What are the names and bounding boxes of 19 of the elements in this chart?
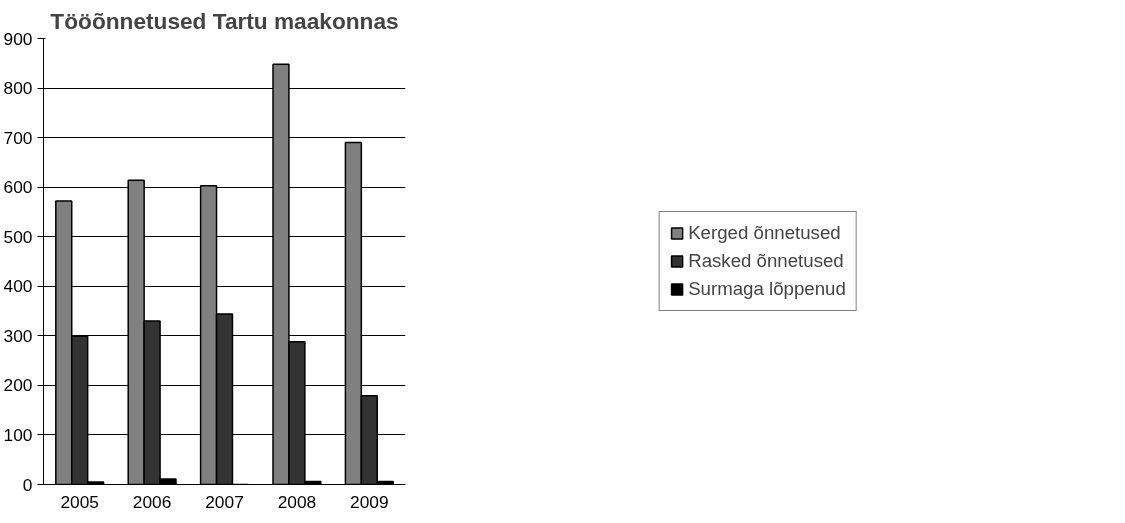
y-tick-label: 200 <box>3 375 33 396</box>
y-tick-label: 0 <box>22 474 33 495</box>
y-tick-label: 500 <box>3 226 33 247</box>
legend-label: Kerged õnnetused <box>688 222 841 244</box>
y-tick-label: 900 <box>3 28 33 49</box>
y-tick-label: 400 <box>3 276 33 297</box>
x-tick-label: 2007 <box>205 491 244 512</box>
chart-title: Tööõnnetused Tartu maakonnas <box>50 7 399 34</box>
legend-label: Surmaga lõppenud <box>688 278 846 300</box>
y-tick-label: 300 <box>3 325 33 346</box>
y-tick-label: 800 <box>3 78 33 99</box>
x-tick-label: 2008 <box>277 491 317 512</box>
y-tick-label: 100 <box>3 424 33 445</box>
x-tick-label: 2009 <box>350 491 389 512</box>
x-tick-label: 2006 <box>132 491 172 512</box>
x-tick-label: 2005 <box>60 491 99 512</box>
legend-label: Rasked õnnetused <box>688 250 844 272</box>
y-tick-label: 700 <box>3 127 33 148</box>
y-tick-label: 600 <box>3 177 33 198</box>
